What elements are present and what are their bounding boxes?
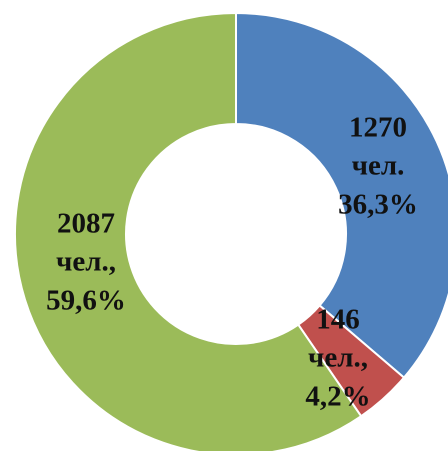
data-label-value: 146 xyxy=(316,304,360,336)
data-label-value: 1270 xyxy=(349,112,407,144)
data-label-percent: 4,2% xyxy=(305,381,370,413)
data-label-percent: 59,6% xyxy=(46,285,126,317)
donut-slice xyxy=(14,11,363,451)
donut-slice xyxy=(235,11,448,379)
data-label-unit: чел. xyxy=(352,150,405,182)
data-label-unit: чел., xyxy=(56,246,116,278)
data-label-unit: чел., xyxy=(308,342,368,374)
data-label-value: 2087 xyxy=(57,208,115,240)
data-label-percent: 36,3% xyxy=(338,189,418,221)
